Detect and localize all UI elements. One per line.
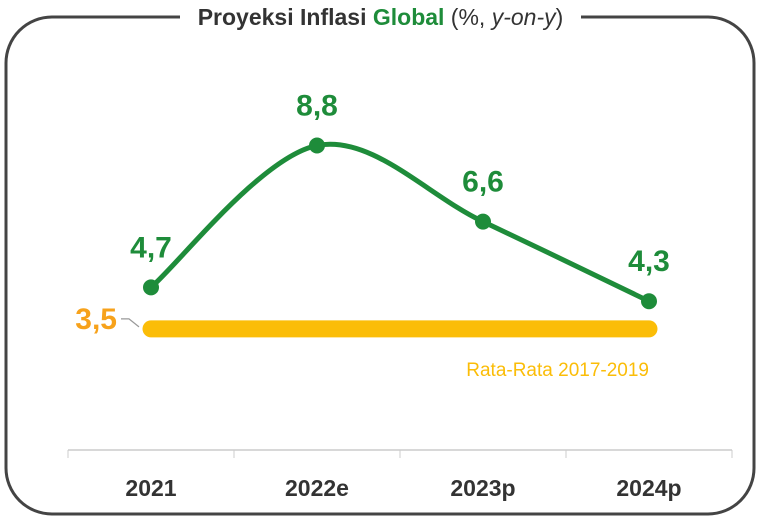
series-line [148,141,652,304]
title-part: Global [372,4,445,30]
title-part: y-on-y [491,4,556,30]
title-part: (%, [444,4,492,30]
reference-leader [121,318,140,328]
data-label: 6,6 [462,166,504,199]
x-tick-label: 2021 [125,475,176,501]
x-tick-label: 2022e [285,475,349,501]
data-label: 4,7 [130,231,172,264]
title-part: Proyeksi Inflasi [197,4,373,30]
point [309,137,325,154]
reference-text: Rata-Rata 2017-2019 [466,360,649,381]
chart-title: Proyeksi Inflasi Global (%, y-on-y) [0,4,761,31]
title-part: ) [555,4,564,30]
data-label: 8,8 [296,89,338,122]
data-label: 4,3 [628,245,670,278]
point [143,279,159,296]
x-tick-label: 2023p [450,475,515,501]
title-box: Proyeksi Inflasi Global (%, y-on-y) [179,4,582,30]
point [641,293,657,310]
reference-label: 3,5 [75,303,117,336]
x-tick-label: 2024p [616,475,681,501]
point [475,213,491,230]
